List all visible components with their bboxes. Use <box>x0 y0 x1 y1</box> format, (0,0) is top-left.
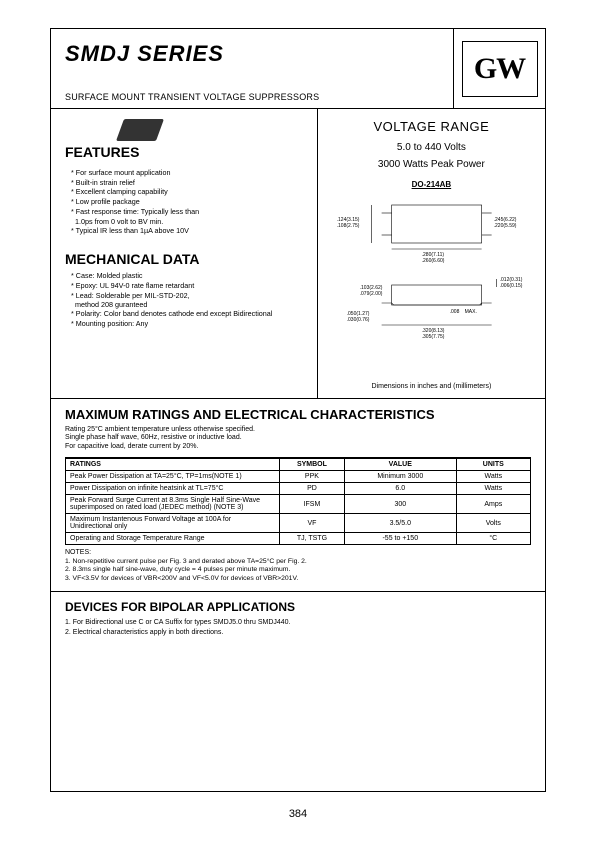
package-icon <box>116 119 164 141</box>
ratings-notes: NOTES: 1. Non-repetitive current pulse p… <box>65 549 531 583</box>
list-item: Lead: Solderable per MIL-STD-202, <box>71 291 305 301</box>
notes-heading: NOTES: <box>65 549 91 556</box>
list-item: Typical IR less than 1µA above 10V <box>71 226 305 236</box>
col-ratings: RATINGS <box>66 458 280 471</box>
svg-text:.006(0.15): .006(0.15) <box>499 283 522 289</box>
mechanical-section: MECHANICAL DATA Case: Molded plastic Epo… <box>65 251 305 329</box>
list-item: Mounting position: Any <box>71 319 305 329</box>
features-column: FEATURES For surface mount application B… <box>51 109 318 398</box>
table-header-row: RATINGS SYMBOL VALUE UNITS <box>66 458 531 471</box>
feature-cont: 1.0ps from 0 volt to BV min. <box>65 217 305 226</box>
list-item: Excellent clamping capability <box>71 187 305 197</box>
svg-text:.008: .008 <box>449 309 459 315</box>
series-title: SMDJ SERIES <box>65 41 439 67</box>
note-line: 1. Non-repetitive current pulse per Fig.… <box>65 558 307 565</box>
package-svg: .124(3.15) .108(2.75) .245(6.22) .220(5.… <box>328 193 535 343</box>
list-item: Case: Molded plastic <box>71 271 305 281</box>
table-row: Peak Forward Surge Current at 8.3ms Sing… <box>66 495 531 514</box>
package-diagram: .124(3.15) .108(2.75) .245(6.22) .220(5.… <box>328 193 535 380</box>
intro-line: Rating 25°C ambient temperature unless o… <box>65 426 255 433</box>
list-item: For surface mount application <box>71 168 305 178</box>
page-number: 384 <box>0 808 596 820</box>
features-heading: FEATURES <box>65 144 160 160</box>
svg-text:.108(2.75): .108(2.75) <box>336 223 359 229</box>
svg-text:.260(6.60): .260(6.60) <box>421 258 444 264</box>
table-row: Peak Power Dissipation at TA=25°C, TP=1m… <box>66 471 531 483</box>
intro-line: Single phase half wave, 60Hz, resistive … <box>65 434 242 441</box>
dimension-caption: Dimensions in inches and (millimeters) <box>328 383 535 390</box>
mech-cont: method 208 guranteed <box>65 300 305 309</box>
logo-cell: GW <box>453 29 545 108</box>
title-cell: SMDJ SERIES SURFACE MOUNT TRANSIENT VOLT… <box>51 29 453 108</box>
ratings-table: RATINGS SYMBOL VALUE UNITS Peak Power Di… <box>65 457 531 545</box>
svg-text:.305(7.75): .305(7.75) <box>421 334 444 340</box>
list-item: 1. For Bidirectional use C or CA Suffix … <box>65 618 531 627</box>
mechanical-heading: MECHANICAL DATA <box>65 251 305 267</box>
logo-text: GW <box>462 41 538 97</box>
mechanical-list-2: Polarity: Color band denotes cathode end… <box>65 309 305 328</box>
list-item: Built-in strain relief <box>71 178 305 188</box>
ratings-section: MAXIMUM RATINGS AND ELECTRICAL CHARACTER… <box>51 399 545 592</box>
table-row: Power Dissipation on infinite heatsink a… <box>66 483 531 495</box>
list-item: Polarity: Color band denotes cathode end… <box>71 309 305 319</box>
series-subtitle: SURFACE MOUNT TRANSIENT VOLTAGE SUPPRESS… <box>65 92 439 102</box>
mechanical-list: Case: Molded plastic Epoxy: UL 94V-0 rat… <box>65 271 305 300</box>
features-list: For surface mount application Built-in s… <box>65 168 305 217</box>
note-line: 2. 8.3ms single half sine-wave, duty cyc… <box>65 566 290 573</box>
package-label: DO-214AB <box>328 180 535 189</box>
voltage-heading: VOLTAGE RANGE <box>328 119 535 134</box>
bipolar-list: 1. For Bidirectional use C or CA Suffix … <box>65 618 531 637</box>
note-line: 3. VF<3.5V for devices of VBR<200V and V… <box>65 575 298 582</box>
page-frame: SMDJ SERIES SURFACE MOUNT TRANSIENT VOLT… <box>50 28 546 792</box>
voltage-line1: 5.0 to 440 Volts <box>328 142 535 153</box>
voltage-line2: 3000 Watts Peak Power <box>328 159 535 170</box>
table-row: Operating and Storage Temperature Range … <box>66 533 531 545</box>
header-row: SMDJ SERIES SURFACE MOUNT TRANSIENT VOLT… <box>51 29 545 109</box>
list-item: Epoxy: UL 94V-0 rate flame retardant <box>71 281 305 291</box>
svg-text:.079(2.00): .079(2.00) <box>359 291 382 297</box>
svg-text:.220(5.59): .220(5.59) <box>493 223 516 229</box>
voltage-column: VOLTAGE RANGE 5.0 to 440 Volts 3000 Watt… <box>318 109 545 398</box>
features-list-2: Typical IR less than 1µA above 10V <box>65 226 305 236</box>
table-row: Maximum Instantenous Forward Voltage at … <box>66 514 531 533</box>
list-item: Low profile package <box>71 197 305 207</box>
ratings-intro: Rating 25°C ambient temperature unless o… <box>65 426 531 451</box>
list-item: Fast response time: Typically less than <box>71 207 305 217</box>
bipolar-section: DEVICES FOR BIPOLAR APPLICATIONS 1. For … <box>51 592 545 645</box>
ratings-heading: MAXIMUM RATINGS AND ELECTRICAL CHARACTER… <box>65 407 531 422</box>
svg-text:MAX.: MAX. <box>464 309 476 315</box>
svg-text:.030(0.76): .030(0.76) <box>346 317 369 323</box>
intro-line: For capacitive load, derate current by 2… <box>65 443 198 450</box>
col-units: UNITS <box>456 458 530 471</box>
col-symbol: SYMBOL <box>279 458 344 471</box>
col-value: VALUE <box>344 458 456 471</box>
list-item: 2. Electrical characteristics apply in b… <box>65 628 531 637</box>
bipolar-heading: DEVICES FOR BIPOLAR APPLICATIONS <box>65 600 531 614</box>
mid-row: FEATURES For surface mount application B… <box>51 109 545 399</box>
